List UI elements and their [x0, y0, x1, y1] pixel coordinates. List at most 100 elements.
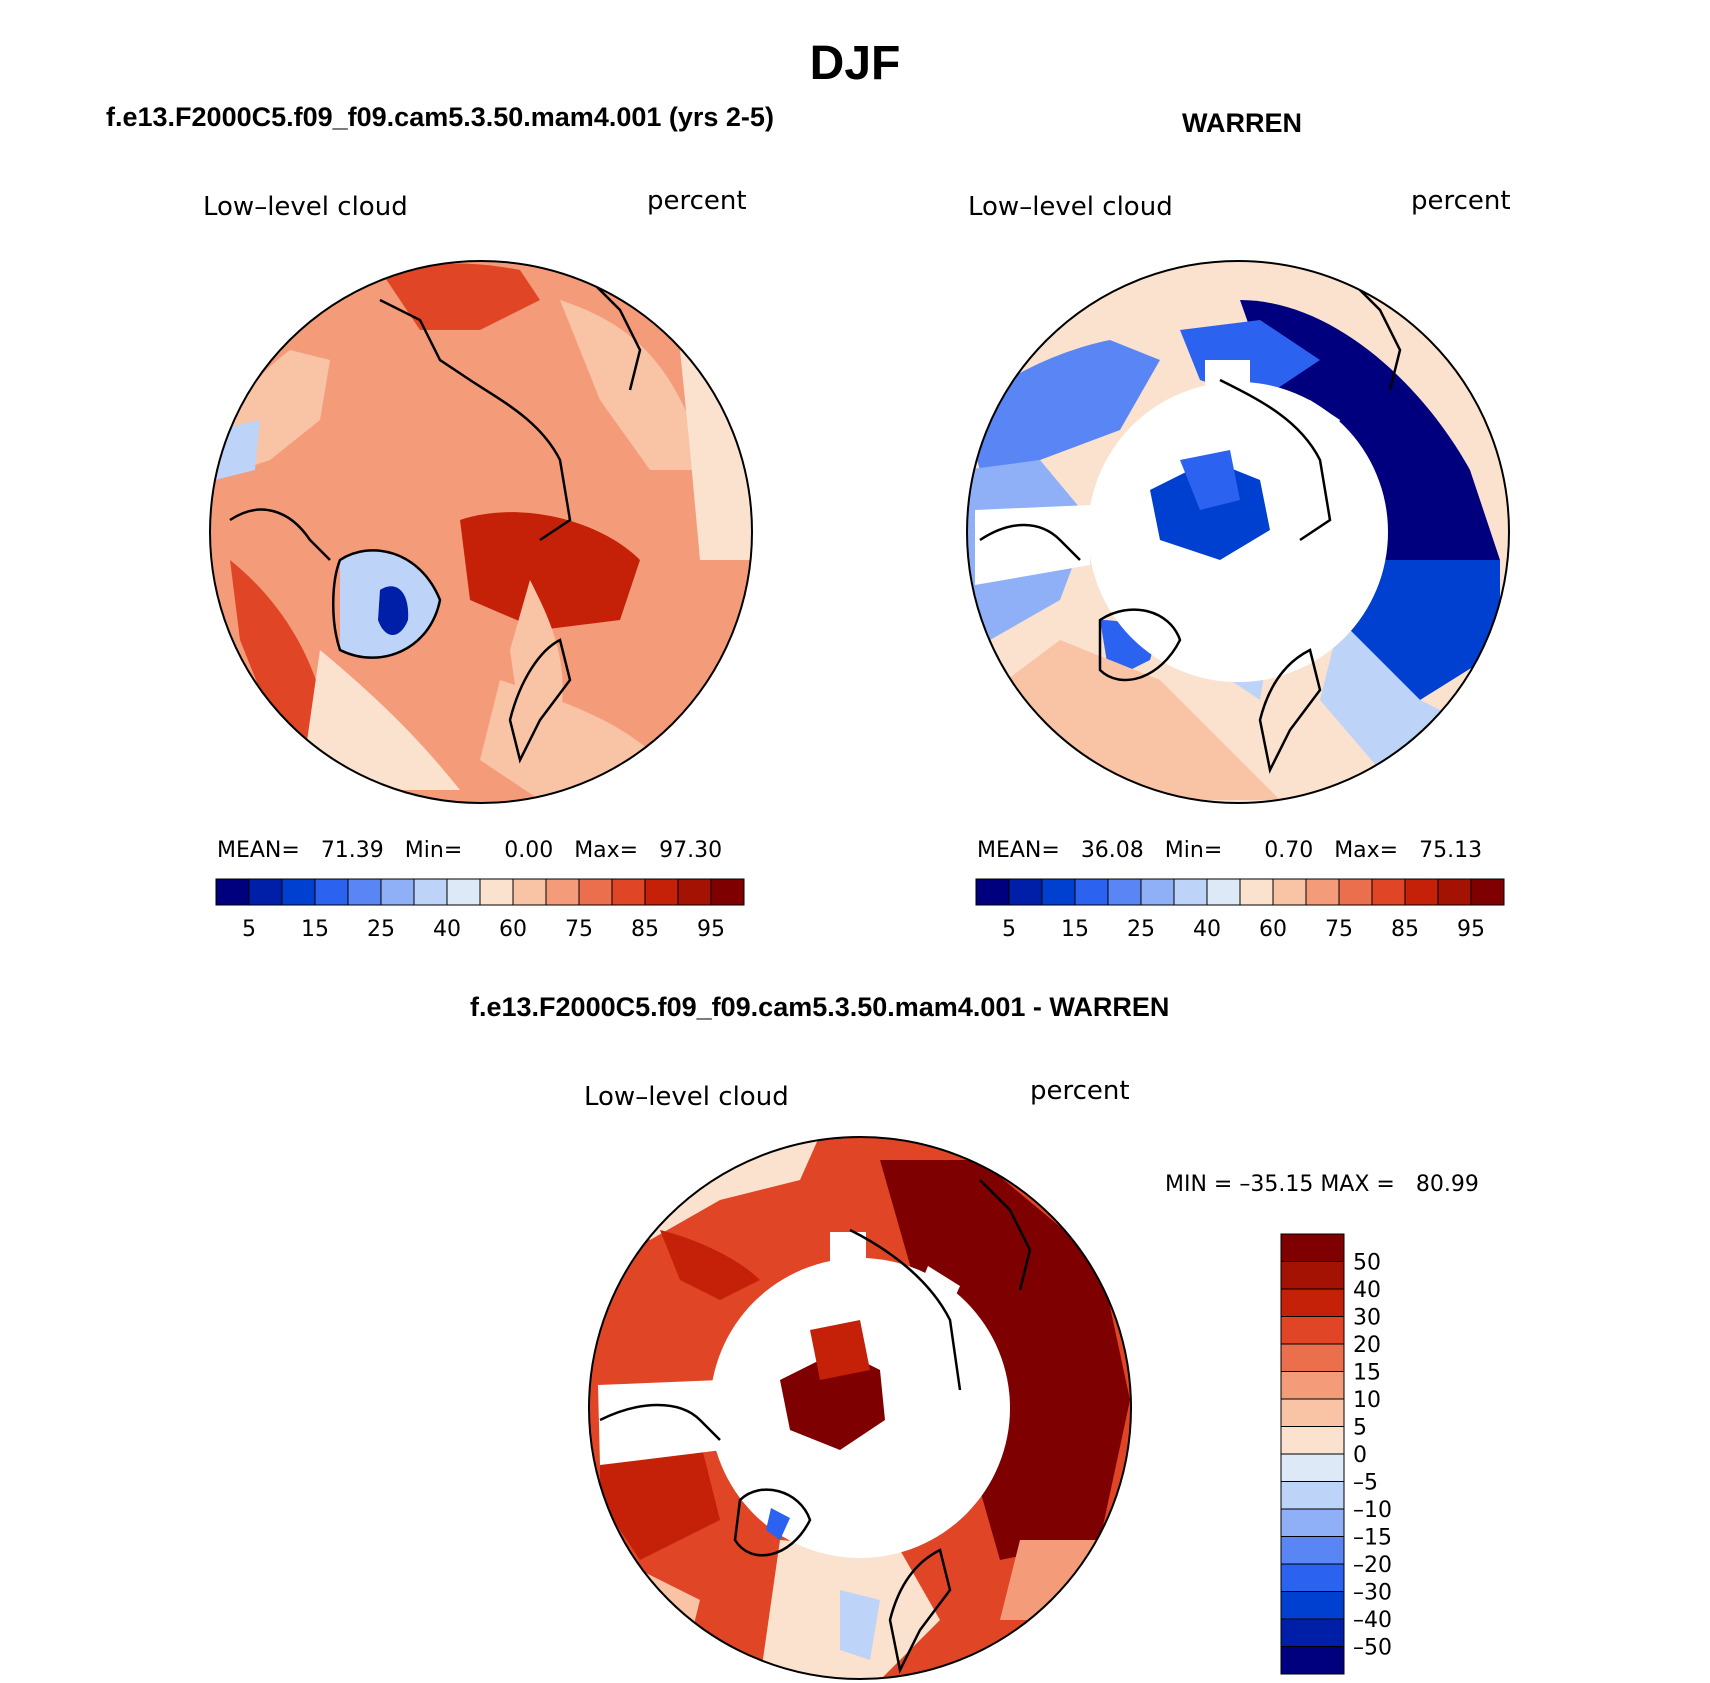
diff-colorbar-tick-label: –5: [1353, 1471, 1378, 1496]
right-colorbar-swatch: [975, 878, 1010, 906]
left-colorbar-swatch: [281, 878, 316, 906]
right-colorbar-swatch: [1371, 878, 1406, 906]
right-mean-label: MEAN=: [977, 838, 1060, 863]
right-colorbar-swatch: [1173, 878, 1208, 906]
diff-colorbar-tick-label: 10: [1353, 1388, 1381, 1413]
diff-minmax: MIN = –35.15 MAX = 80.99: [1165, 1172, 1479, 1197]
left-colorbar-swatch: [347, 878, 382, 906]
right-colorbar: 5 15 25 40 60 75 85 95: [975, 878, 1505, 942]
left-colorbar-swatch: [512, 878, 547, 906]
right-colorbar-tick-label: 60: [1259, 917, 1287, 942]
left-colorbar-tick-label: 40: [433, 917, 461, 942]
left-colorbar-swatch: [545, 878, 580, 906]
diff-colorbar-tick-label: –50: [1353, 1636, 1392, 1661]
left-colorbar-swatch: [710, 878, 745, 906]
left-colorbar-swatch: [248, 878, 283, 906]
left-colorbar: 5 15 25 40 60 75 85 95: [215, 878, 745, 942]
right-colorbar-tick-label: 75: [1325, 917, 1353, 942]
left-colorbar-swatch: [314, 878, 349, 906]
diff-colorbar-tick-label: 15: [1353, 1361, 1381, 1386]
diff-colorbar-tick-label: 30: [1353, 1306, 1381, 1331]
left-colorbar-tick-label: 15: [301, 917, 329, 942]
diff-colorbar-tick-label: 50: [1353, 1251, 1381, 1276]
left-min-value: 0.00: [504, 838, 554, 863]
right-colorbar-swatch: [1008, 878, 1043, 906]
left-colorbar-swatch: [677, 878, 712, 906]
right-colorbar-swatch: [1107, 878, 1142, 906]
right-stats: MEAN= 36.08 Min= 0.70 Max= 75.13: [977, 838, 1482, 863]
diff-colorbar-swatch: [1280, 1343, 1345, 1372]
diff-colorbar-tick-label: 40: [1353, 1278, 1381, 1303]
right-colorbar-tick-label: 40: [1193, 917, 1221, 942]
right-colorbar-tick-label: 25: [1127, 917, 1155, 942]
figure-title: DJF: [809, 37, 901, 90]
diff-panel-title: f.e13.F2000C5.f09_f09.cam5.3.50.mam4.001…: [470, 992, 1170, 1022]
left-colorbar-swatch: [446, 878, 481, 906]
diff-colorbar-swatch: [1280, 1508, 1345, 1537]
diff-colorbar-tick-label: –10: [1353, 1498, 1392, 1523]
right-variable-label: Low–level cloud: [968, 192, 1173, 222]
right-max-label: Max=: [1334, 838, 1399, 863]
diff-colorbar-swatch: [1280, 1536, 1345, 1565]
left-colorbar-tick-label: 60: [499, 917, 527, 942]
left-stats: MEAN= 71.39 Min= 0.00 Max= 97.30: [217, 838, 722, 863]
right-colorbar-tick-label: 15: [1061, 917, 1089, 942]
left-colorbar-swatch: [380, 878, 415, 906]
right-colorbar-swatch: [1041, 878, 1076, 906]
diff-colorbar-swatch: [1280, 1398, 1345, 1427]
right-units-label: percent: [1411, 186, 1511, 216]
diff-colorbar-swatch: [1280, 1371, 1345, 1400]
left-mean-label: MEAN=: [217, 838, 300, 863]
right-colorbar-tick-label: 95: [1457, 917, 1485, 942]
left-colorbar-swatch: [644, 878, 679, 906]
diff-colorbar-tick-label: –40: [1353, 1608, 1392, 1633]
right-colorbar-swatch: [1404, 878, 1439, 906]
right-mean-value: 36.08: [1080, 838, 1144, 863]
right-colorbar-tick-label: 85: [1391, 917, 1419, 942]
diff-colorbar-tick-label: 0: [1353, 1443, 1367, 1468]
diff-colorbar-swatch: [1280, 1288, 1345, 1317]
diff-colorbar-tick-label: –30: [1353, 1581, 1392, 1606]
diff-colorbar-tick-label: 20: [1353, 1333, 1381, 1358]
left-colorbar-tick-label: 5: [242, 917, 256, 942]
right-colorbar-swatch: [1206, 878, 1241, 906]
diff-colorbar-tick-label: –15: [1353, 1526, 1392, 1551]
diff-colorbar-tick-label: 5: [1353, 1416, 1367, 1441]
right-panel-title: WARREN: [1182, 108, 1302, 138]
diff-colorbar-swatch: [1280, 1618, 1345, 1647]
right-min-label: Min=: [1164, 838, 1223, 863]
right-colorbar-swatch: [1305, 878, 1340, 906]
left-units-label: percent: [647, 186, 747, 216]
right-colorbar-swatch: [1338, 878, 1373, 906]
right-colorbar-swatch: [1470, 878, 1505, 906]
right-min-value: 0.70: [1264, 838, 1314, 863]
left-colorbar-swatch: [611, 878, 646, 906]
diff-colorbar-swatch: [1280, 1316, 1345, 1345]
left-mean-value: 71.39: [320, 838, 384, 863]
left-variable-label: Low–level cloud: [203, 192, 408, 222]
right-colorbar-tick-label: 5: [1002, 917, 1016, 942]
left-min-label: Min=: [404, 838, 463, 863]
diff-colorbar-swatch: [1280, 1261, 1345, 1290]
diff-colorbar-swatch: [1280, 1481, 1345, 1510]
left-colorbar-swatch: [413, 878, 448, 906]
right-colorbar-swatch: [1140, 878, 1175, 906]
diff-colorbar-swatch: [1280, 1563, 1345, 1592]
left-colorbar-tick-label: 85: [631, 917, 659, 942]
diff-colorbar-tick-label: –20: [1353, 1553, 1392, 1578]
left-max-value: 97.30: [659, 838, 723, 863]
diff-colorbar-swatch: [1280, 1646, 1345, 1675]
right-max-value: 75.13: [1419, 838, 1483, 863]
diff-variable-label: Low–level cloud: [584, 1082, 789, 1112]
diff-colorbar-swatch: [1280, 1233, 1345, 1262]
left-panel-title: f.e13.F2000C5.f09_f09.cam5.3.50.mam4.001…: [106, 102, 774, 132]
left-max-label: Max=: [574, 838, 639, 863]
left-colorbar-tick-label: 75: [565, 917, 593, 942]
diff-colorbar-swatch: [1280, 1426, 1345, 1455]
diff-colorbar-swatch: [1280, 1591, 1345, 1620]
diff-colorbar-swatch: [1280, 1453, 1345, 1482]
